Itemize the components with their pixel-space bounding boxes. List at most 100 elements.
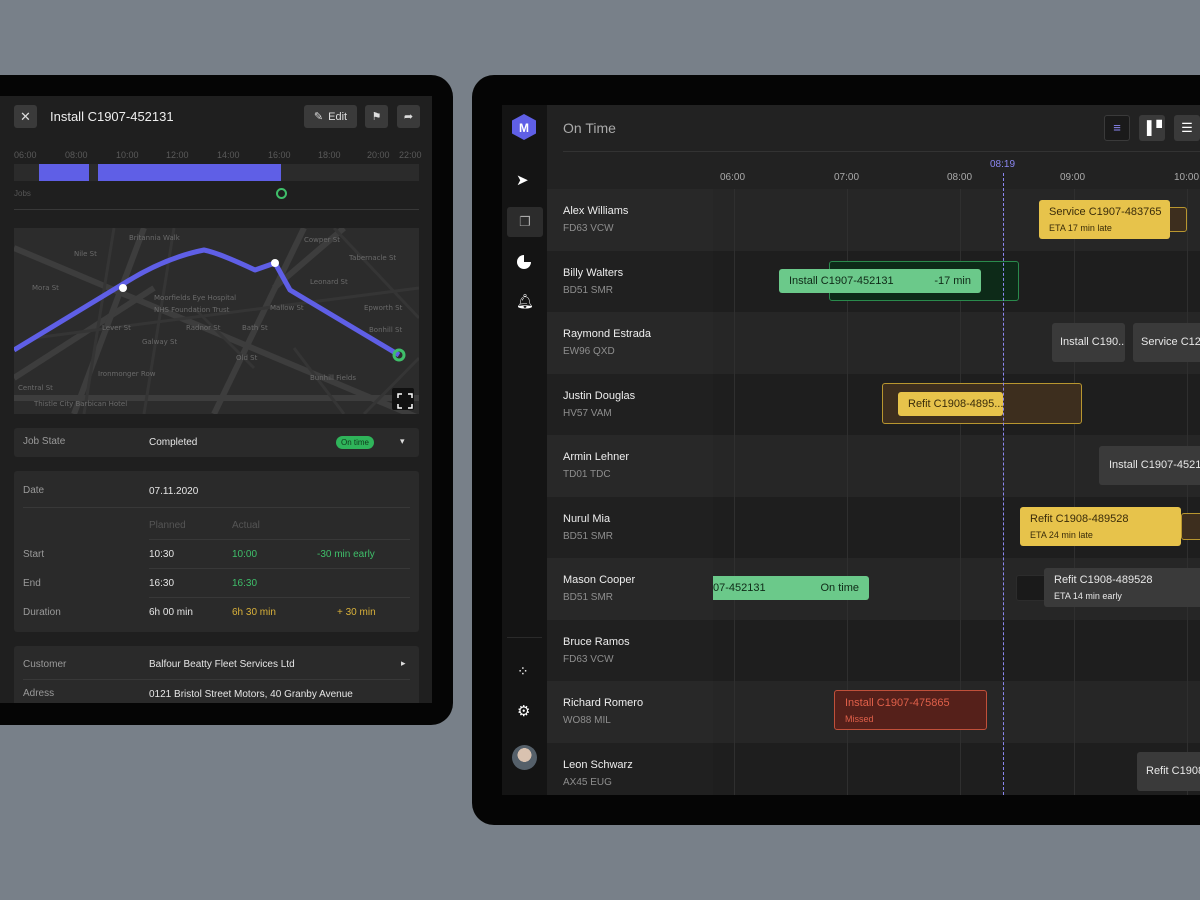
timeline-view-button[interactable]: ≡ xyxy=(1104,115,1130,141)
job-title: Install C1907-475865 xyxy=(845,697,950,709)
driver-cell xyxy=(547,435,713,497)
job-title: Install C1907-4521 xyxy=(1109,459,1200,471)
driver-plate: FD63 VCW xyxy=(563,653,614,665)
hour-label: 08:00 xyxy=(947,172,973,183)
job-card[interactable]: Service C1907-483765 ETA 17 min late xyxy=(1039,200,1170,239)
schedule-screen: M ➤ ❐ 🔔︎ ⁘ ⚙ On Time ≡ ▐▝ ☰ Alex William… xyxy=(502,105,1200,795)
job-ghost xyxy=(1016,575,1048,601)
duration-label: Duration xyxy=(23,607,61,618)
board-view-button[interactable]: ▐▝ xyxy=(1139,115,1165,141)
mini-timeline-block[interactable] xyxy=(39,164,89,181)
settings-icon[interactable]: ⚙ xyxy=(517,703,531,720)
divider xyxy=(23,679,410,680)
job-title: Install C1907-452131 xyxy=(789,275,894,287)
flag-button[interactable]: ⚑ xyxy=(365,105,388,128)
job-status: Missed xyxy=(845,714,874,724)
job-card[interactable]: Refit C1908-4895... xyxy=(898,392,1003,416)
driver-row[interactable]: Armin Lehner TD01 TDC xyxy=(547,435,1200,497)
street-label: Galway St xyxy=(142,338,177,346)
driver-plate: BD51 SMR xyxy=(563,592,614,603)
end-actual: 16:30 xyxy=(232,578,258,589)
driver-row[interactable]: Alex Williams FD63 VCW xyxy=(547,189,1200,251)
job-title: Refit C1908... xyxy=(1146,765,1200,777)
job-card[interactable]: Install C1907-475865 Missed xyxy=(834,690,987,730)
street-label: Bath St xyxy=(242,324,268,332)
street-label: Leonard St xyxy=(310,278,348,286)
driver-name: Richard Romero xyxy=(563,697,644,709)
job-state-row[interactable]: Job State Completed On time ▾ xyxy=(14,428,419,457)
job-status: ETA 24 min late xyxy=(1030,530,1093,540)
logo[interactable]: M xyxy=(512,114,536,140)
driver-row[interactable]: Leon Schwarz AX45 EUG xyxy=(547,742,1200,795)
street-label: Radnor St xyxy=(186,324,221,332)
job-card[interactable]: Refit C1908-489528 ETA 24 min late xyxy=(1020,507,1181,546)
driver-name: Armin Lehner xyxy=(563,451,630,463)
hour-label: 10:00 xyxy=(1174,172,1200,183)
street-label: Britannia Walk xyxy=(129,234,181,242)
waypoint-icon[interactable] xyxy=(119,284,127,292)
driver-row[interactable]: Bruce Ramos FD63 VCW xyxy=(547,619,1200,682)
divider xyxy=(14,209,419,210)
driver-cell xyxy=(547,619,713,682)
job-card[interactable]: Refit C1908-489528 ETA 14 min early xyxy=(1044,568,1200,607)
tick: 06:00 xyxy=(14,150,37,160)
chevron-right-icon: ▸ xyxy=(401,658,406,668)
hour-label: 06:00 xyxy=(720,172,746,183)
close-icon: ✕ xyxy=(20,108,31,124)
customer-row[interactable]: Customer Balfour Beatty Fleet Services L… xyxy=(14,646,419,679)
driver-row[interactable]: Raymond Estrada EW96 QXD xyxy=(547,312,1200,374)
street-label: Lever St xyxy=(102,324,131,332)
edit-button[interactable]: ✎ Edit xyxy=(304,105,357,128)
driver-plate: HV57 VAM xyxy=(563,407,612,419)
job-card[interactable]: 07-452131 On time xyxy=(713,576,869,600)
job-ghost xyxy=(1181,513,1200,540)
sidebar: M ➤ ❐ 🔔︎ ⁘ ⚙ xyxy=(502,105,547,795)
street-label: Ironmonger Row xyxy=(98,370,156,378)
driver-cell xyxy=(547,742,713,795)
tick: 12:00 xyxy=(166,150,189,160)
street-label: Cowper St xyxy=(304,236,340,244)
jobs-nav-icon[interactable]: ❐ xyxy=(507,207,543,237)
list-view-button[interactable]: ☰ xyxy=(1174,115,1200,141)
driver-cell xyxy=(547,189,713,251)
job-title: Install C1907-452131 xyxy=(50,109,174,124)
mini-timeline-block[interactable] xyxy=(98,164,281,181)
divider xyxy=(563,151,1200,152)
job-card[interactable]: Install C190... xyxy=(1052,323,1125,362)
driver-row[interactable]: Justin Douglas HV57 VAM xyxy=(547,373,1200,436)
share-button[interactable]: ➦ xyxy=(397,105,420,128)
driver-cell xyxy=(547,250,713,313)
chevron-down-icon[interactable]: ▾ xyxy=(400,436,405,446)
job-card[interactable]: Install C1907-4521 xyxy=(1099,446,1200,485)
jobs-label: Jobs xyxy=(14,189,31,198)
hour-label: 07:00 xyxy=(834,172,860,183)
driver-name: Alex Williams xyxy=(563,205,629,217)
street-label: Bonhill St xyxy=(369,326,402,334)
driver-name: Mason Cooper xyxy=(563,574,636,586)
avatar[interactable] xyxy=(512,745,537,770)
navigate-icon[interactable]: ➤ xyxy=(516,172,529,189)
waypoint-icon[interactable] xyxy=(271,259,279,267)
route-map[interactable]: Britannia Walk Nile St Moorfields Eye Ho… xyxy=(14,228,419,414)
street-label: Central St xyxy=(18,384,53,392)
chart-icon[interactable] xyxy=(517,255,531,269)
street-label: Thistle City Barbican Hotel xyxy=(33,400,127,408)
destination-icon[interactable] xyxy=(392,348,406,362)
apps-icon[interactable]: ⁘ xyxy=(517,663,529,679)
job-status: ETA 17 min late xyxy=(1049,223,1112,233)
driver-row[interactable]: Nurul Mia BD51 SMR xyxy=(547,496,1200,559)
job-card[interactable]: Service C12... xyxy=(1133,323,1200,362)
job-card[interactable]: Install C1907-452131 -17 min xyxy=(779,269,981,293)
job-marker-icon[interactable] xyxy=(276,188,287,199)
close-button[interactable]: ✕ xyxy=(14,105,37,128)
driver-plate: TD01 TDC xyxy=(563,469,611,480)
divider xyxy=(23,507,410,508)
customer-box: Customer Balfour Beatty Fleet Services L… xyxy=(14,646,419,703)
pencil-icon: ✎ xyxy=(313,111,324,123)
customer-label: Customer xyxy=(23,659,67,670)
fullscreen-button[interactable] xyxy=(392,388,414,410)
job-card[interactable]: Refit C1908... xyxy=(1137,752,1200,791)
bell-icon[interactable]: 🔔︎ xyxy=(516,293,534,309)
street-label: Nile St xyxy=(74,250,97,258)
driver-cell xyxy=(547,373,713,436)
